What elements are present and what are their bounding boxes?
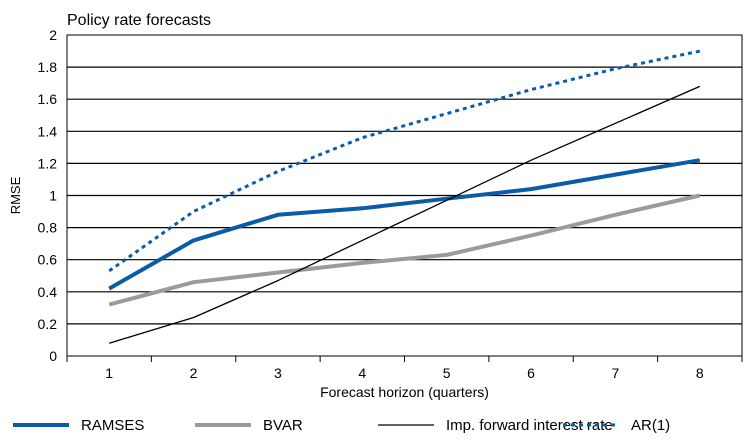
chart-title: Policy rate forecasts <box>67 12 211 29</box>
series-line-ar-1- <box>108 49 701 273</box>
y-tick-label-9: 1.8 <box>38 59 58 75</box>
y-tick-labels: 0 0.2 0.4 0.6 0.8 1 1.2 1.4 1.6 1.8 2 <box>38 27 58 364</box>
y-tick-label-0: 0 <box>49 348 57 364</box>
y-tick-label-8: 1.6 <box>38 91 58 107</box>
x-tick-label-4: 5 <box>443 365 451 381</box>
legend-label-3: AR(1) <box>631 417 670 434</box>
x-tick-label-6: 7 <box>612 365 620 381</box>
x-tick-label-0: 1 <box>105 365 113 381</box>
x-axis-label: Forecast horizon (quarters) <box>320 384 489 400</box>
y-tick-label-3: 0.6 <box>38 252 58 268</box>
series-lines <box>108 49 701 344</box>
legend-label-0: RAMSES <box>81 417 144 434</box>
gridlines <box>67 66 742 325</box>
y-tick-label-2: 0.4 <box>38 284 58 300</box>
y-tick-label-6: 1.2 <box>38 155 58 171</box>
legend-label-1: BVAR <box>263 417 303 434</box>
x-tick-label-7: 8 <box>696 365 704 381</box>
y-tick-label-1: 0.2 <box>38 316 58 332</box>
legend: RAMSES BVAR Imp. forward interest rate AR(1… <box>13 417 670 434</box>
y-tick-label-10: 2 <box>49 27 57 43</box>
series-line-bvar <box>108 193 701 307</box>
legend-label-2: Imp. forward interest rate <box>446 417 613 434</box>
x-tick-label-5: 6 <box>527 365 535 381</box>
y-axis-label: RMSE <box>8 176 23 214</box>
y-tick-label-4: 0.8 <box>38 220 58 236</box>
x-tick-labels: 1 2 3 4 5 6 7 8 <box>66 356 743 381</box>
y-tick-label-7: 1.4 <box>38 123 58 139</box>
series-line-imp-forward-interest-rate <box>109 85 701 344</box>
y-tick-label-5: 1 <box>49 188 57 204</box>
x-tick-label-3: 4 <box>358 365 366 381</box>
x-tick-label-2: 3 <box>274 365 282 381</box>
series-line-ramses <box>108 158 701 291</box>
x-tick-label-1: 2 <box>190 365 198 381</box>
